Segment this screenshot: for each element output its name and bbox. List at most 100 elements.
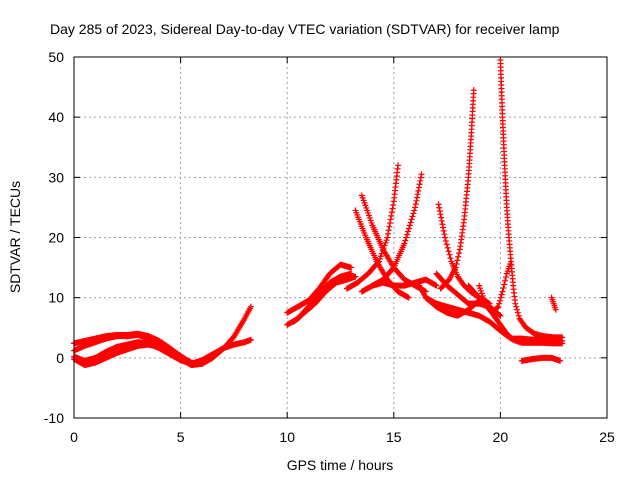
marker-10-65	[415, 187, 422, 194]
marker-18-121	[559, 334, 566, 341]
y-tick-label-1: 0	[56, 350, 64, 366]
marker-21-42	[557, 357, 564, 364]
marker-10-61	[412, 201, 419, 208]
marker-10-70	[418, 171, 425, 178]
marker-13-3	[437, 211, 444, 218]
marker-10-57	[409, 213, 416, 220]
marker-6-69	[352, 273, 359, 280]
marker-18-71	[513, 303, 520, 310]
marker-15-72	[497, 312, 504, 319]
marker-19-20	[494, 304, 501, 311]
marker-13-15	[446, 251, 453, 258]
series-track-22	[518, 354, 564, 364]
series-track-20	[476, 258, 515, 316]
marker-19-28	[501, 281, 508, 288]
plot-frame	[73, 56, 608, 419]
marker-9-51	[388, 212, 395, 219]
marker-10-51	[404, 231, 411, 238]
marker-13-12	[443, 241, 450, 248]
marker-10-60	[412, 204, 419, 211]
y-tick-label-5: 40	[48, 109, 64, 125]
y-tick-label-3: 20	[48, 230, 64, 246]
marker-14-20	[456, 250, 463, 257]
marker-14-18	[454, 257, 461, 264]
y-axis-label: SDTVAR / TECUs	[7, 181, 23, 293]
series-track-21	[548, 294, 559, 313]
marker-13-1	[436, 204, 443, 211]
marker-5-72	[348, 264, 355, 271]
marker-11-72	[433, 282, 440, 289]
marker-10-62	[413, 197, 420, 204]
marker-9-36	[375, 258, 382, 265]
marker-9-52	[388, 209, 395, 216]
y-tick-label-2: 10	[48, 290, 64, 306]
marker-10-56	[408, 216, 415, 223]
marker-18-74	[515, 312, 522, 319]
marker-10-68	[417, 177, 424, 184]
marker-18-72	[514, 306, 521, 313]
marker-10-35	[389, 265, 396, 272]
marker-9-40	[379, 247, 386, 254]
marker-2-199	[247, 336, 254, 343]
chart-title: Day 285 of 2023, Sidereal Day-to-day VTE…	[50, 21, 560, 37]
marker-20-6	[552, 306, 559, 313]
marker-9-35	[374, 259, 381, 266]
x-tick-label-2: 10	[279, 429, 295, 445]
marker-19-25	[498, 291, 505, 298]
marker-10-59	[411, 207, 418, 214]
marker-13-4	[438, 214, 445, 221]
marker-13-2	[436, 208, 443, 215]
marker-9-45	[384, 234, 391, 241]
y-tick-label-4: 30	[48, 169, 64, 185]
marker-19-26	[499, 288, 506, 295]
x-tick-label-0: 0	[70, 429, 78, 445]
marker-10-58	[410, 210, 417, 217]
marker-13-10	[441, 234, 448, 241]
marker-10-55	[407, 219, 414, 226]
marker-13-14	[445, 248, 452, 255]
marker-10-66	[415, 184, 422, 191]
marker-19-30	[502, 274, 509, 281]
marker-18-70	[512, 300, 519, 307]
marker-13-13	[444, 244, 451, 251]
marker-14-16	[452, 264, 459, 271]
marker-13-7	[440, 224, 447, 231]
marker-9-65	[395, 162, 402, 169]
marker-10-67	[416, 181, 423, 188]
marker-19-24	[497, 294, 504, 301]
marker-19-22	[496, 300, 503, 307]
marker-10-49	[402, 237, 409, 244]
marker-13-5	[438, 217, 445, 224]
y-tick-label-0: -10	[44, 410, 64, 426]
marker-10-64	[414, 191, 421, 198]
marker-10-53	[405, 225, 412, 232]
marker-14-17	[453, 260, 460, 267]
marker-13-16	[447, 255, 454, 262]
marker-13-9	[441, 231, 448, 238]
marker-13-8	[440, 227, 447, 234]
marker-10-52	[405, 228, 412, 235]
marker-10-63	[414, 194, 421, 201]
marker-10-48	[401, 240, 408, 247]
marker-9-39	[378, 250, 385, 257]
marker-17-104	[559, 340, 566, 347]
marker-14-19	[455, 253, 462, 260]
marker-19-23	[496, 297, 503, 304]
series-track-4	[71, 341, 173, 369]
marker-9-48	[386, 223, 393, 230]
marker-9-38	[377, 253, 384, 260]
marker-8-60	[405, 294, 412, 301]
y-tick-label-6: 50	[48, 49, 64, 65]
x-tick-label-4: 20	[493, 429, 509, 445]
marker-9-43	[382, 239, 389, 246]
marker-9-42	[381, 242, 388, 249]
marker-18-73	[514, 309, 521, 316]
marker-9-53	[389, 205, 396, 212]
x-tick-label-1: 5	[177, 429, 185, 445]
marker-0-199	[247, 303, 254, 310]
marker-10-50	[403, 234, 410, 241]
series-track-10	[343, 162, 402, 292]
marker-19-27	[500, 285, 507, 292]
marker-9-37	[376, 255, 383, 262]
